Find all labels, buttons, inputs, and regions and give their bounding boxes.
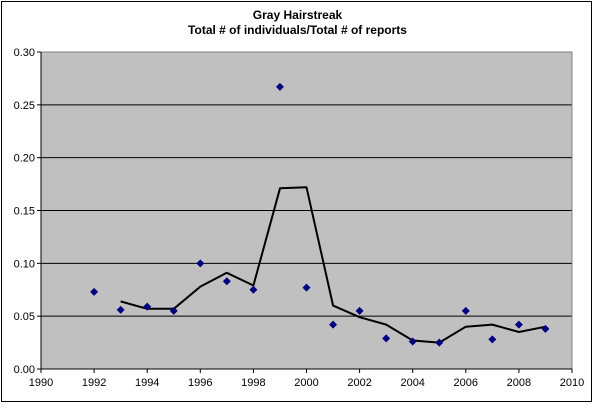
data-point: [355, 306, 364, 315]
x-tick-label: 2008: [507, 377, 531, 389]
y-tick-label: 0.30: [14, 47, 35, 59]
data-point: [461, 306, 470, 315]
data-point: [222, 277, 231, 286]
x-tick-label: 2002: [347, 377, 371, 389]
data-point: [196, 259, 205, 268]
chart-subtitle: Total # of individuals/Total # of report…: [188, 23, 407, 37]
y-tick-label: 0.10: [14, 258, 35, 270]
y-tick-label: 0.25: [14, 100, 35, 112]
data-point: [143, 302, 152, 311]
chart-title: Gray Hairstreak: [252, 8, 343, 22]
data-point: [116, 305, 125, 314]
data-point: [488, 335, 497, 344]
x-tick-label: 1996: [188, 377, 212, 389]
data-point: [329, 320, 338, 329]
y-tick-label: 0.20: [14, 153, 35, 165]
y-tick-label: 0.00: [14, 364, 35, 376]
data-point: [382, 334, 391, 343]
data-point: [249, 285, 258, 294]
moving-average-line: [120, 186, 546, 344]
y-tick-label: 0.05: [14, 311, 35, 323]
x-tick-label: 2004: [400, 377, 424, 389]
x-tick-label: 1992: [82, 377, 106, 389]
data-point: [90, 287, 99, 296]
data-point: [275, 82, 284, 91]
x-tick-label: 2000: [294, 377, 318, 389]
y-tick-label: 0.15: [14, 206, 35, 218]
x-tick-label: 2010: [560, 377, 584, 389]
data-point: [514, 320, 523, 329]
data-point: [435, 338, 444, 347]
x-tick-label: 1990: [29, 377, 53, 389]
x-tick-label: 2006: [454, 377, 478, 389]
data-point: [541, 324, 550, 333]
x-tick-label: 1994: [135, 377, 159, 389]
data-point: [169, 306, 178, 315]
x-tick-label: 1998: [241, 377, 265, 389]
data-point: [408, 337, 417, 346]
data-point: [302, 283, 311, 292]
